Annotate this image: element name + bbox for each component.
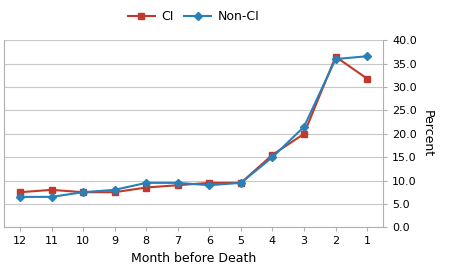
- Y-axis label: Percent: Percent: [420, 110, 433, 157]
- CI: [49, 188, 54, 192]
- CI: [17, 191, 23, 194]
- CI: [238, 181, 244, 185]
- CI: [206, 181, 212, 185]
- X-axis label: Month before Death: Month before Death: [131, 252, 256, 265]
- Non-CI: [238, 181, 244, 185]
- Non-CI: [364, 55, 370, 58]
- CI: [175, 183, 181, 187]
- Non-CI: [112, 188, 117, 192]
- Non-CI: [175, 181, 181, 185]
- Line: CI: CI: [17, 54, 370, 195]
- CI: [269, 153, 275, 157]
- CI: [364, 77, 370, 80]
- CI: [333, 55, 339, 58]
- Non-CI: [206, 183, 212, 187]
- Non-CI: [143, 181, 149, 185]
- Line: Non-CI: Non-CI: [17, 53, 370, 200]
- Non-CI: [17, 195, 23, 199]
- CI: [143, 186, 149, 189]
- Non-CI: [269, 155, 275, 159]
- Non-CI: [49, 195, 54, 199]
- CI: [301, 132, 307, 135]
- Non-CI: [80, 191, 86, 194]
- CI: [112, 191, 117, 194]
- Non-CI: [301, 125, 307, 128]
- Legend: CI, Non-CI: CI, Non-CI: [123, 5, 264, 29]
- Non-CI: [333, 57, 339, 61]
- CI: [80, 191, 86, 194]
